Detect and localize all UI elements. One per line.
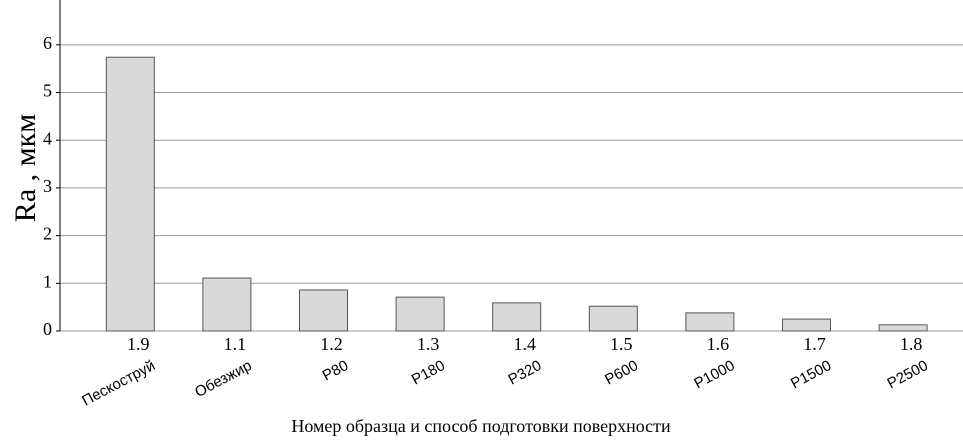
y-tick-label: 1 bbox=[43, 271, 52, 291]
y-tick-label: 6 bbox=[43, 33, 52, 53]
x-tick-label: 1.8 bbox=[900, 334, 923, 354]
y-tick-label: 2 bbox=[43, 224, 52, 244]
y-tick-label: 0 bbox=[43, 319, 52, 339]
bar bbox=[105, 56, 155, 332]
method-label: P1000 bbox=[691, 357, 737, 392]
x-tick-label: 1.3 bbox=[417, 334, 440, 354]
bar bbox=[782, 318, 831, 332]
x-tick-label: 1.7 bbox=[803, 334, 826, 354]
method-label: Пескоструй bbox=[79, 357, 158, 410]
bar bbox=[395, 296, 445, 332]
method-label: P320 bbox=[506, 357, 545, 388]
bar bbox=[202, 277, 252, 332]
method-label: Обезжир bbox=[192, 357, 255, 401]
bar bbox=[685, 312, 735, 332]
bar bbox=[588, 305, 638, 332]
method-label: P180 bbox=[409, 357, 448, 388]
x-axis-label: Номер образца и способ подготовки поверх… bbox=[291, 416, 671, 436]
x-tick-label: 1.4 bbox=[513, 334, 536, 354]
y-axis-label: Ra , мкм bbox=[9, 114, 42, 222]
y-tick-label: 3 bbox=[43, 176, 52, 196]
method-label: P2500 bbox=[885, 357, 931, 392]
x-tick-label: 1.6 bbox=[707, 334, 730, 354]
x-tick-label: 1.1 bbox=[224, 334, 247, 354]
method-label: P80 bbox=[320, 357, 352, 385]
x-tick-label: 1.5 bbox=[610, 334, 633, 354]
y-tick-label: 4 bbox=[43, 128, 52, 148]
x-tick-label: 1.9 bbox=[127, 334, 150, 354]
bar bbox=[492, 302, 542, 332]
x-tick-label: 1.2 bbox=[320, 334, 343, 354]
bar bbox=[299, 289, 348, 332]
method-label: P1500 bbox=[788, 357, 834, 392]
y-tick-label: 5 bbox=[43, 81, 52, 101]
method-label: P600 bbox=[602, 357, 641, 388]
bar bbox=[878, 324, 928, 332]
